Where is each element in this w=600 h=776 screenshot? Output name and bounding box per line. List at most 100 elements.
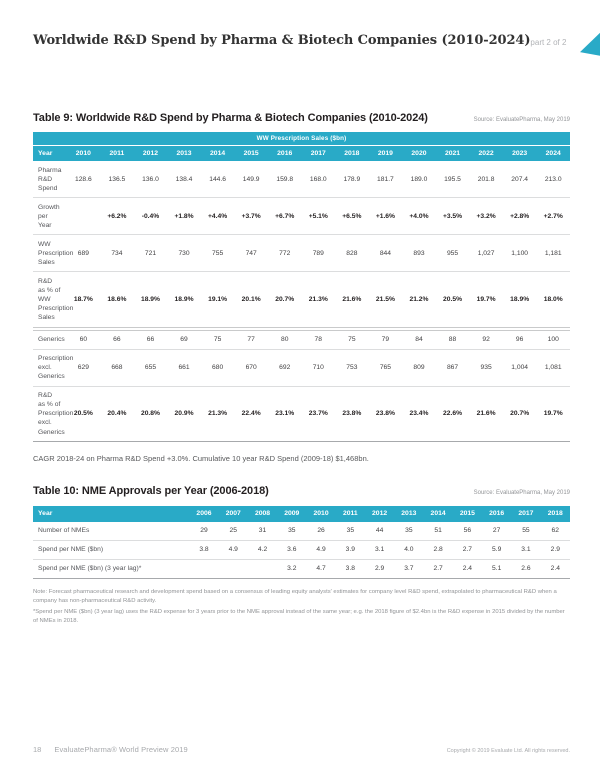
value-cell: 56	[463, 527, 472, 535]
value-cell: 136.0	[142, 175, 159, 183]
year-header-row: Year 2006 2007 2008 2009 2010 2011 2012 2013 2014…	[33, 505, 570, 522]
year-header: 2013	[167, 144, 201, 161]
year-header: 2023	[502, 144, 537, 161]
year-header: 2018	[540, 505, 570, 522]
table-band-label: WW Prescription Sales ($bn)	[33, 132, 570, 145]
part-label: part 2 of 2	[530, 38, 567, 47]
value-cell: 1,027	[469, 234, 503, 272]
year-header: 2018	[335, 144, 369, 161]
value-cell: 77	[234, 326, 268, 350]
value-cell: 4.9	[218, 539, 248, 560]
value-cell: 44	[375, 527, 384, 535]
value-cell: 935	[469, 348, 503, 387]
value-cell: +3.2%	[469, 197, 503, 235]
value-cell: +4.0%	[402, 197, 436, 235]
value-cell: 747	[234, 234, 268, 272]
row-label: Generics	[33, 326, 67, 350]
value-cell: +3.7%	[234, 197, 268, 235]
table9-wrap: WW Prescription Sales ($bn) Year 2010 2011 2…	[33, 132, 570, 443]
value-cell: 710	[301, 348, 336, 387]
table-row: Number of NMEs 29 25 31 35 26 35 44 35 51 56 27 55 62	[33, 522, 570, 541]
year-column-header: Year	[33, 144, 67, 161]
year-header: 2016	[267, 144, 302, 161]
value-cell: 181.7	[377, 175, 394, 183]
value-cell: 730	[167, 234, 201, 272]
year-header: 2017	[511, 505, 541, 522]
value-cell: 20.9%	[167, 385, 201, 443]
cagr-caption: CAGR 2018-24 on Pharma R&D Spend +3.0%. …	[33, 454, 369, 464]
value-cell: 23.1%	[267, 385, 302, 443]
value-cell: 828	[335, 234, 369, 272]
value-cell: 844	[368, 234, 403, 272]
value-cell: 3.8	[189, 539, 219, 560]
value-cell: 23.8%	[335, 385, 369, 443]
value-cell: 23.7%	[301, 385, 336, 443]
value-cell: +2.7%	[536, 197, 570, 235]
value-cell: +6.2%	[100, 197, 134, 235]
year-column-header: Year	[33, 505, 190, 522]
year-header: 2013	[394, 505, 424, 522]
value-cell: +1.8%	[167, 197, 201, 235]
value-cell: 2.9	[540, 539, 570, 560]
value-cell: 655	[133, 348, 168, 387]
table10-wrap: Year 2006 2007 2008 2009 2010 2011 2012 2013 2014…	[33, 505, 570, 579]
document-footer: 18 EvaluatePharma® World Preview 2019 Co…	[33, 745, 570, 754]
value-cell: 31	[258, 527, 267, 535]
value-cell: 19.7%	[469, 271, 503, 329]
year-header: 2011	[100, 144, 134, 161]
value-cell: 55	[522, 527, 530, 535]
table-row: WW Prescription Sales 689 734 721 730 755 747 7…	[33, 234, 570, 272]
header-right: part 2 of 2	[530, 27, 600, 79]
value-cell: 78	[301, 326, 336, 350]
value-cell: 4.0	[394, 539, 424, 560]
row-label: Spend per NME ($bn) (3 year lag)*	[33, 558, 190, 579]
value-cell: 18.9%	[133, 271, 168, 329]
year-header: 2015	[452, 505, 483, 522]
value-cell: 18.9%	[502, 271, 537, 329]
value-cell: 2.4	[540, 558, 570, 579]
row-label: Prescription excl. Generics	[33, 348, 73, 387]
value-cell: 62	[551, 527, 559, 535]
year-header-row: Year 2010 2011 2012 2013 2014 2015 2016 2017 2018…	[33, 144, 570, 161]
value-cell: 2.9	[364, 558, 395, 579]
value-cell: 772	[267, 234, 302, 272]
year-header: 2022	[469, 144, 503, 161]
value-cell: 3.2	[277, 558, 307, 579]
year-header: 2010	[306, 505, 336, 522]
value-cell: 692	[267, 348, 302, 387]
table-row: R&D as % of Prescription excl. Generics 2…	[33, 385, 570, 443]
table-row: R&D as % of WW Prescription Sales 18.7% 18…	[33, 271, 570, 329]
row-label: R&D as % of WW Prescription Sales	[33, 271, 73, 329]
value-cell: 21.2%	[402, 271, 436, 329]
year-header: 2008	[247, 505, 278, 522]
value-cell: +5.1%	[301, 197, 336, 235]
value-cell: 18.6%	[100, 271, 134, 329]
year-header: 2011	[335, 505, 365, 522]
value-cell: 867	[435, 348, 470, 387]
value-cell: +2.8%	[502, 197, 537, 235]
value-cell: 21.6%	[335, 271, 369, 329]
value-cell: 18.0%	[536, 271, 570, 329]
value-cell: 21.5%	[368, 271, 403, 329]
value-cell: 25	[229, 527, 237, 535]
value-cell: 144.6	[209, 175, 226, 183]
value-cell: 1,181	[536, 234, 570, 272]
page-number: 18	[33, 745, 42, 754]
footer-left: 18 EvaluatePharma® World Preview 2019	[33, 745, 188, 754]
year-header: 2006	[189, 505, 219, 522]
value-cell: 168.0	[309, 175, 327, 183]
value-cell: 955	[435, 234, 470, 272]
document-header: Worldwide R&D Spend by Pharma & Biotech …	[0, 0, 600, 79]
value-cell: 1,081	[536, 348, 570, 387]
value-cell: 809	[402, 348, 436, 387]
row-label: R&D as % of Prescription excl. Generics	[33, 385, 73, 443]
value-cell: 23.4%	[402, 385, 436, 443]
table-row: Spend per NME ($bn) (3 year lag)* 3.2 4.7 3…	[33, 558, 570, 579]
row-label: Number of NMEs	[38, 527, 90, 535]
year-header: 2012	[133, 144, 168, 161]
row-label: WW Prescription Sales	[33, 234, 73, 272]
value-cell: 1,004	[502, 348, 537, 387]
value-cell: 19.7%	[536, 385, 570, 443]
value-cell: 79	[368, 326, 403, 350]
page-title: Worldwide R&D Spend by Pharma & Biotech …	[33, 33, 531, 48]
